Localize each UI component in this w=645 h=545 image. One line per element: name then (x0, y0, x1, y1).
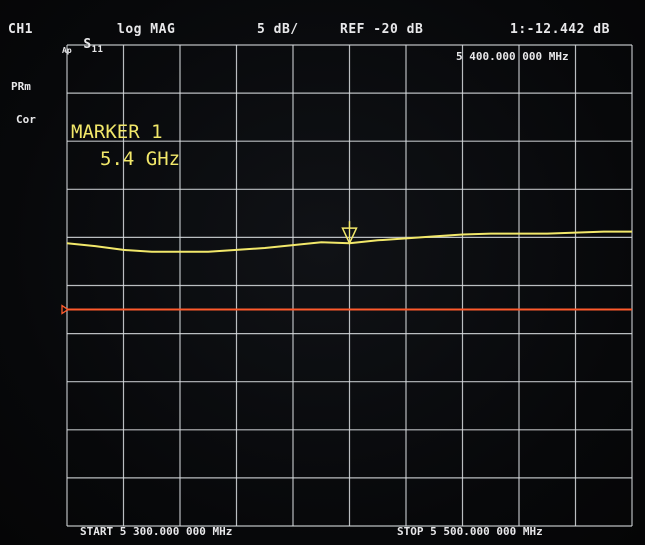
format-label: log MAG (117, 22, 176, 37)
marker-box-frequency: 5.4 GHz (100, 148, 181, 170)
cor-annotation: Cor (16, 113, 36, 126)
scale-label: 5 dB/ (257, 22, 299, 37)
marker-frequency-readout: 5 400.000 000 MHz (456, 50, 569, 63)
prm-annotation: PRm (11, 80, 31, 93)
start-frequency-label: START 5 300.000 000 MHz (80, 525, 233, 538)
parameter-subscript: 11 (91, 45, 104, 55)
ref-level-label: REF -20 dB (340, 22, 424, 37)
channel-label: CH1 (8, 22, 33, 37)
marker-readout: 1:-12.442 dB (510, 22, 610, 37)
parameter-base: S (83, 37, 92, 52)
trace-layer (61, 221, 632, 315)
ap-annotation: Ap (62, 46, 72, 55)
reference-pointer-icon (61, 304, 70, 315)
graticule (66, 44, 633, 527)
stop-frequency-label: STOP 5 500.000 000 MHz (397, 525, 543, 538)
marker-box-title: MARKER 1 (71, 121, 163, 143)
parameter-label: S11 (50, 22, 103, 67)
